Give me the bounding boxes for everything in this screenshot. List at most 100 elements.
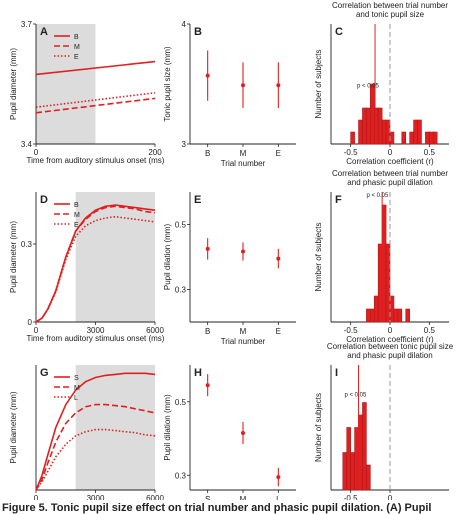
y-axis-label-E: Pupil dilation (mm) bbox=[163, 224, 172, 291]
histogram-bar-I-2 bbox=[350, 452, 355, 491]
legend-label-D-M: M bbox=[74, 212, 80, 219]
panel-label-H: H bbox=[194, 367, 202, 379]
y-axis-label-F: Number of subjects bbox=[314, 223, 323, 292]
legend-label-A-E: E bbox=[74, 54, 79, 61]
x-axis-label-E: Trial number bbox=[221, 337, 266, 346]
histogram-bar-C-7 bbox=[377, 107, 383, 145]
histogram-bar-C-20 bbox=[429, 131, 434, 145]
chart-title-F-1: and phasic pupil dilation bbox=[347, 178, 432, 187]
x-tick-label-H-M: M bbox=[240, 495, 247, 500]
series-line-G-L bbox=[35, 428, 156, 491]
y-axis-label-C: Number of subjects bbox=[314, 50, 323, 119]
x-tick-label-H-S: S bbox=[205, 495, 210, 500]
histogram-bar-F-5 bbox=[385, 243, 391, 323]
x-tick-label-F-0: -0.5 bbox=[344, 326, 358, 335]
x-tick-label-D-1: 3000 bbox=[87, 326, 105, 335]
histogram-bar-C-8 bbox=[381, 119, 387, 145]
y-tick-label-D-0: 0 bbox=[28, 318, 33, 327]
x-tick-label-F-1: 0 bbox=[388, 326, 393, 335]
histogram-bar-F-4 bbox=[381, 204, 387, 323]
x-tick-label-C-1: 0 bbox=[388, 148, 393, 157]
panel-label-B: B bbox=[194, 26, 202, 38]
chart-title-C-0: Correlation between trial number bbox=[332, 1, 448, 10]
x-tick-label-B-E: E bbox=[276, 149, 281, 158]
y-tick-label-B-1: 4 bbox=[182, 20, 187, 29]
y-axis-label-D: Pupil diameter (mm) bbox=[9, 221, 18, 293]
histogram-bar-F-2 bbox=[373, 295, 379, 323]
y-tick-label-B-0: 3 bbox=[182, 140, 187, 149]
mean-point-B-B bbox=[205, 73, 210, 78]
x-tick-label-A-0: 0 bbox=[34, 148, 39, 157]
y-tick-label-A-1: 3.7 bbox=[21, 20, 33, 29]
x-tick-label-C-0: -0.5 bbox=[344, 148, 358, 157]
x-tick-label-I-0: -0.5 bbox=[344, 494, 358, 500]
shaded-window-D bbox=[75, 192, 155, 322]
series-line-A-B bbox=[35, 60, 156, 76]
chart-title-C-1: and tonic pupil size bbox=[356, 10, 425, 19]
histogram-bar-F-6 bbox=[389, 295, 395, 323]
mean-point-H-S bbox=[205, 383, 210, 388]
x-tick-label-D-0: 0 bbox=[34, 326, 39, 335]
histogram-bar-C-9 bbox=[385, 119, 391, 145]
histogram-bar-C-16 bbox=[413, 119, 418, 145]
panel-label-G: G bbox=[40, 367, 49, 379]
panel-label-D: D bbox=[40, 194, 48, 206]
panel-label-I: I bbox=[335, 367, 338, 379]
histogram-bar-C-3 bbox=[362, 107, 367, 145]
histogram-bar-C-19 bbox=[425, 131, 430, 145]
histogram-bar-I-4 bbox=[358, 414, 363, 491]
x-tick-label-G-2: 6000 bbox=[146, 494, 164, 500]
mean-point-E-M bbox=[241, 249, 245, 254]
chart-title-I-1: and phasic pupil dilation bbox=[347, 351, 432, 360]
significance-label-I: p < 0.05 bbox=[344, 392, 367, 398]
legend-label-A-M: M bbox=[74, 44, 80, 51]
mean-point-B-M bbox=[241, 83, 245, 88]
panel-label-C: C bbox=[335, 26, 343, 38]
histogram-bar-C-4 bbox=[366, 107, 371, 145]
histogram-bar-I-5 bbox=[362, 402, 367, 491]
x-tick-label-E-B: B bbox=[205, 327, 210, 336]
x-tick-label-G-0: 0 bbox=[34, 494, 39, 500]
shaded-window-G bbox=[75, 365, 155, 490]
significance-label-C: p < 0.05 bbox=[357, 84, 380, 90]
y-tick-label-E-0: 0.3 bbox=[175, 286, 187, 295]
histogram-bar-I-0 bbox=[342, 452, 348, 491]
mean-point-H-L bbox=[276, 475, 281, 480]
y-axis-label-B: Tonic pupil size (mm) bbox=[163, 46, 172, 121]
x-tick-label-B-M: M bbox=[240, 149, 247, 158]
mean-point-E-E bbox=[276, 256, 281, 261]
series-line-D-E bbox=[35, 215, 156, 323]
y-tick-label-A-0: 3.4 bbox=[21, 140, 33, 149]
series-line-G-S bbox=[35, 372, 156, 491]
y-axis-label-I: Number of subjects bbox=[314, 393, 323, 462]
histogram-bar-F-7 bbox=[393, 308, 399, 323]
histogram-bar-I-6 bbox=[366, 464, 371, 491]
y-axis-label-A: Pupil diameter (mm) bbox=[9, 48, 18, 120]
x-axis-label-C: Correlation coefficient (r) bbox=[346, 157, 434, 166]
histogram-bar-F-10 bbox=[405, 308, 410, 323]
legend-label-A-B: B bbox=[74, 34, 79, 41]
histogram-bar-F-0 bbox=[366, 308, 371, 323]
histogram-bar-I-1 bbox=[346, 427, 351, 491]
histogram-bar-C-10 bbox=[389, 131, 395, 145]
x-tick-label-I-1: 0 bbox=[388, 494, 393, 500]
x-tick-label-C-2: 0.5 bbox=[424, 148, 436, 157]
x-tick-label-B-B: B bbox=[205, 149, 210, 158]
legend-label-G-L: L bbox=[74, 395, 78, 402]
series-line-A-M bbox=[35, 97, 156, 114]
legend-label-D-B: B bbox=[74, 202, 79, 209]
mean-point-B-E bbox=[276, 83, 281, 88]
x-tick-label-G-1: 3000 bbox=[87, 494, 105, 500]
legend-label-G-S: S bbox=[74, 375, 79, 382]
significance-label-F: p < 0.05 bbox=[366, 193, 389, 199]
histogram-bar-C-13 bbox=[401, 131, 407, 145]
x-tick-label-H-L: L bbox=[276, 495, 281, 500]
x-tick-label-A-1: 200 bbox=[148, 148, 162, 157]
panel-label-E: E bbox=[194, 194, 201, 206]
legend-label-D-E: E bbox=[74, 222, 79, 229]
x-tick-label-E-M: M bbox=[240, 327, 247, 336]
histogram-bar-F-1 bbox=[370, 308, 375, 323]
figure-caption: Figure 5. Tonic pupil size effect on tri… bbox=[2, 502, 432, 514]
shaded-window-A bbox=[36, 24, 96, 144]
